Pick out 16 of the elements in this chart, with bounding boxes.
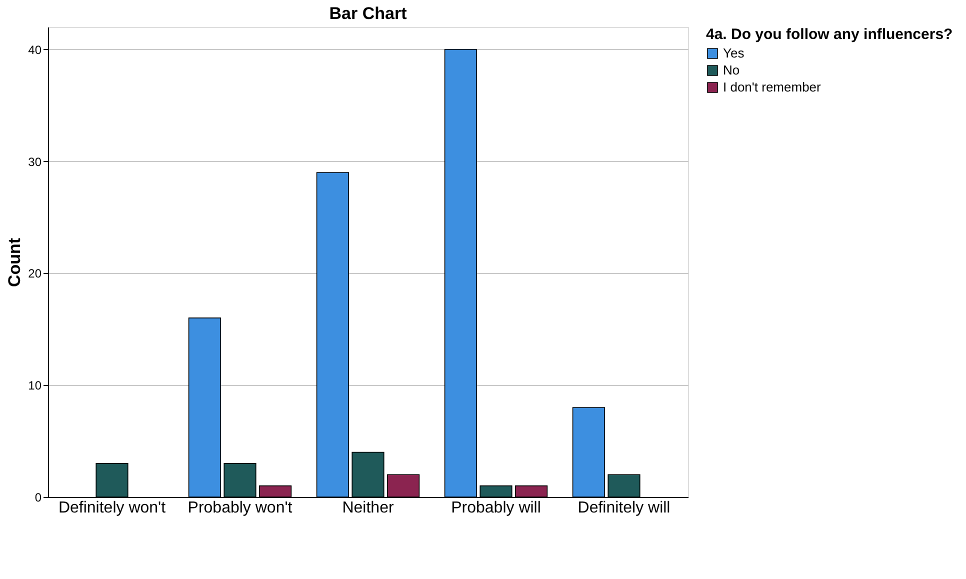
legend-label: I don't remember: [723, 80, 822, 94]
y-axis-title: Count: [5, 238, 24, 288]
x-tick-label: Definitely won't: [58, 500, 166, 516]
y-tick-label: 0: [34, 490, 42, 504]
x-tick-label: Definitely will: [578, 500, 670, 516]
y-tick-label: 10: [28, 378, 42, 393]
y-tick-label: 20: [28, 266, 42, 281]
x-tick-label: Probably will: [451, 500, 541, 516]
x-tick-label: Neither: [342, 500, 394, 516]
y-tick-label: 40: [28, 42, 42, 57]
legend-label: No: [723, 62, 740, 78]
legend-label: Yes: [723, 46, 745, 60]
x-tick-label: Probably won't: [188, 500, 293, 516]
y-tick-label: 30: [28, 154, 42, 169]
legend-title: 4a. Do you follow any influencers?: [706, 26, 953, 43]
chart-title: Bar Chart: [329, 4, 408, 23]
